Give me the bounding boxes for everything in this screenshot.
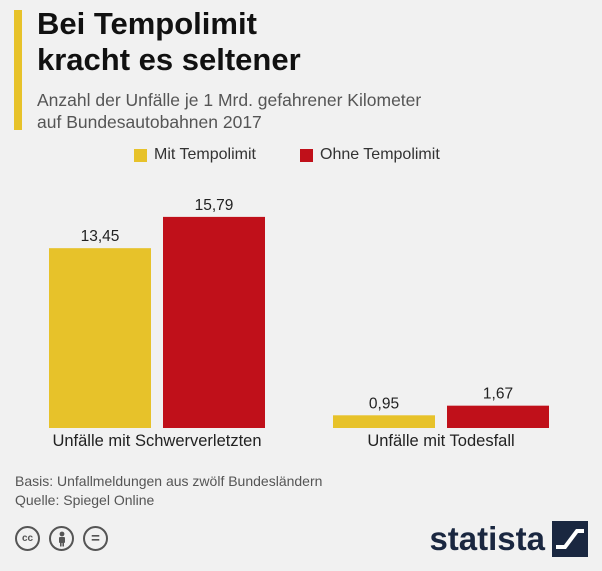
person-icon <box>58 531 65 546</box>
bar-value-label-todesfall-with-limit: 0,95 <box>369 395 399 412</box>
source-note: Quelle: Spiegel Online <box>15 492 155 508</box>
bar-value-label-todesfall-without-limit: 1,67 <box>483 386 513 403</box>
chart-subtitle: Anzahl der Unfälle je 1 Mrd. gefahrener … <box>37 89 577 133</box>
legend-swatch-without-limit <box>300 148 313 162</box>
subtitle-line-1: Anzahl der Unfälle je 1 Mrd. gefahrener … <box>37 90 422 110</box>
title-line-1: Bei Tempolimit <box>37 6 257 41</box>
bar-schwerverletzte-without-limit <box>163 216 265 428</box>
nd-icon[interactable]: = <box>83 526 108 551</box>
bar-value-label-schwerverletzte-without-limit: 15,79 <box>195 197 234 214</box>
legend-swatch-with-limit <box>134 148 147 162</box>
basis-note: Basis: Unfallmeldungen aus zwölf Bundesl… <box>15 473 323 489</box>
license-icons: cc = <box>15 526 108 551</box>
bar-todesfall-without-limit <box>447 405 549 428</box>
brand-name: statista <box>429 520 545 557</box>
bar-value-label-schwerverletzte-with-limit: 13,45 <box>81 228 120 245</box>
legend-item-without-limit: Ohne Tempolimit <box>300 146 440 164</box>
legend-label-with-limit: Mit Tempolimit <box>154 146 256 163</box>
category-label-schwerverletzte: Unfälle mit Schwerverletzten <box>52 432 261 450</box>
brand[interactable]: statista <box>429 521 588 557</box>
bar-todesfall-with-limit <box>333 415 435 428</box>
category-label-todesfall: Unfälle mit Todesfall <box>367 432 514 450</box>
by-icon[interactable] <box>49 526 74 551</box>
footer: Basis: Unfallmeldungen aus zwölf Bundesl… <box>15 472 322 510</box>
legend-label-without-limit: Ohne Tempolimit <box>320 146 440 163</box>
chart-title: Bei Tempolimit kracht es seltener <box>37 6 557 78</box>
legend-item-with-limit: Mit Tempolimit <box>134 146 256 164</box>
cc-icon[interactable]: cc <box>15 526 40 551</box>
statista-logo-icon <box>552 521 588 557</box>
bar-schwerverletzte-with-limit <box>49 248 151 428</box>
title-line-2: kracht es seltener <box>37 42 301 77</box>
accent-bar <box>14 10 22 130</box>
subtitle-line-2: auf Bundesautobahnen 2017 <box>37 112 262 132</box>
legend: Mit Tempolimit Ohne Tempolimit <box>0 146 602 168</box>
